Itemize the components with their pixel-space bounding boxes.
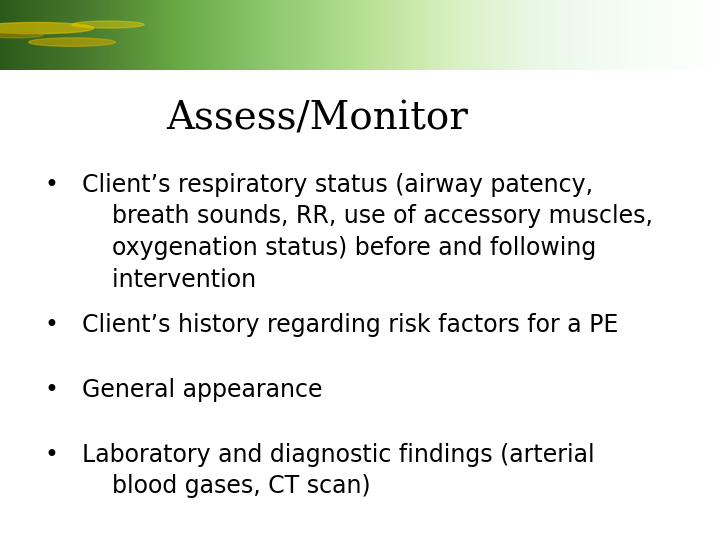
- Text: Assess/Monitor: Assess/Monitor: [166, 100, 468, 137]
- Text: Client’s history regarding risk factors for a PE: Client’s history regarding risk factors …: [83, 313, 619, 337]
- Circle shape: [72, 21, 144, 28]
- Circle shape: [0, 32, 43, 38]
- Circle shape: [0, 23, 94, 33]
- Text: •: •: [45, 443, 58, 467]
- Text: •: •: [45, 378, 58, 402]
- Circle shape: [29, 38, 115, 46]
- Text: General appearance: General appearance: [83, 378, 323, 402]
- Text: Client’s respiratory status (airway patency,
    breath sounds, RR, use of acces: Client’s respiratory status (airway pate…: [83, 173, 653, 292]
- Text: •: •: [45, 173, 58, 197]
- Text: Laboratory and diagnostic findings (arterial
    blood gases, CT scan): Laboratory and diagnostic findings (arte…: [83, 443, 595, 498]
- Text: •: •: [45, 313, 58, 337]
